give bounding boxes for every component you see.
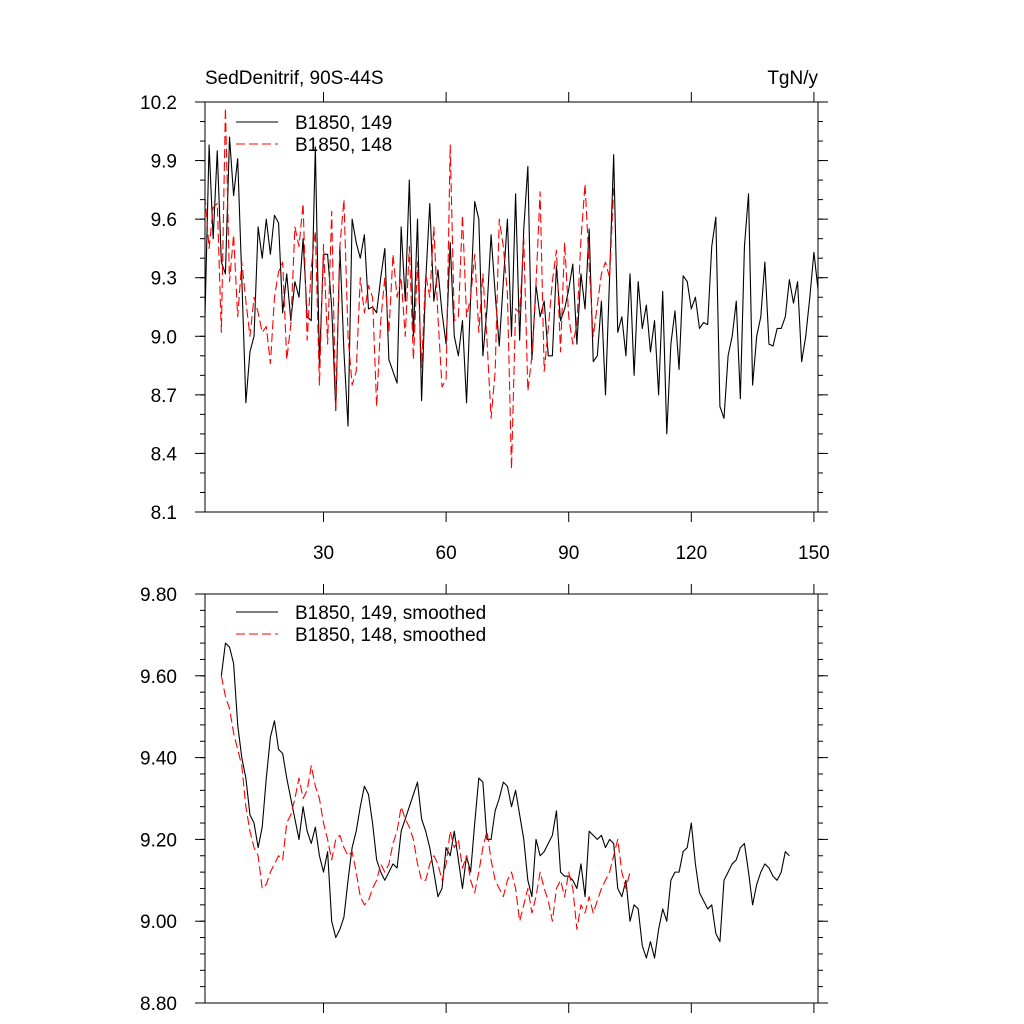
top-y-tick-label: 8.7 [151,386,177,407]
bottom-y-tick-label: 9.20 [140,830,177,851]
top-x-tick-label: 60 [436,543,457,564]
top-x-tick-label: 90 [558,543,579,564]
top-y-tick-label: 10.2 [140,93,177,114]
bottom-legend-label-1: B1850, 149, smoothed [295,603,486,624]
bottom-y-tick-label: 9.80 [140,585,177,606]
units-label: TgN/y [767,68,818,89]
bottom-legend-label-2: B1850, 148, smoothed [295,625,486,646]
top-y-tick-label: 8.1 [151,503,177,524]
top-legend-label-2: B1850, 148 [295,135,392,156]
top-x-tick-label: 30 [313,543,334,564]
chart-title: SedDenitrif, 90S-44S [205,68,384,89]
bottom-y-tick-label: 9.60 [140,667,177,688]
top-y-tick-label: 9.0 [151,327,177,348]
top-series-line-1 [205,136,818,435]
bottom-y-tick-label: 8.80 [140,994,177,1015]
top-y-tick-label: 9.9 [151,152,177,173]
top-chart-panel: 8.1 8.4 8.7 9.0 9.3 9.6 9.9 10.2 30 60 90 120 150 B18… [140,92,830,564]
top-y-tick-label: 9.6 [151,210,177,231]
bottom-y-tick-label: 9.00 [140,912,177,933]
top-y-tick-label: 9.3 [151,269,177,290]
top-y-tick-label: 8.4 [151,444,178,465]
bottom-series-line-2 [220,675,631,930]
top-series-line-2 [205,107,615,470]
top-legend-label-1: B1850, 149 [295,113,392,134]
bottom-plot-frame [204,593,819,1004]
bottom-y-tick-label: 9.40 [140,749,177,770]
top-x-tick-label: 120 [675,543,707,564]
bottom-chart-panel: 8.80 9.00 9.20 9.40 9.60 9.80 B1850, 149, smoo… [140,584,828,1015]
bottom-series-line-1 [220,642,790,959]
top-x-tick-label: 150 [798,543,830,564]
